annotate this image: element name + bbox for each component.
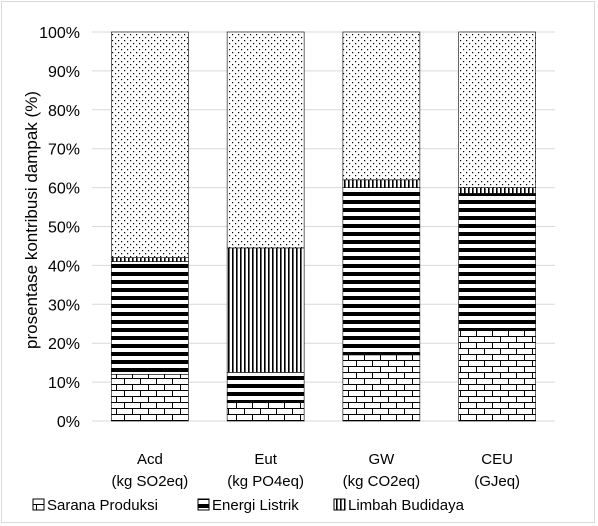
x-category-label: CEU bbox=[481, 451, 513, 468]
y-tick-label: 80% bbox=[48, 103, 80, 120]
bars bbox=[111, 31, 536, 422]
y-tick-label: 100% bbox=[39, 25, 80, 42]
bar-segment bbox=[458, 329, 536, 422]
x-category-unit: (kg CO2eq) bbox=[343, 473, 421, 490]
x-category-label: Eut bbox=[254, 451, 277, 468]
bar-segment bbox=[342, 354, 421, 422]
x-category-unit: (GJeq) bbox=[474, 473, 520, 490]
legend: Sarana Produksi Energi Listrik Limbah Budi… bbox=[32, 497, 465, 514]
y-tick-label: 10% bbox=[48, 375, 80, 392]
legend-label: Energi Listrik bbox=[212, 497, 299, 514]
y-tick-label: 60% bbox=[48, 181, 80, 198]
bar-segment bbox=[226, 247, 305, 373]
y-tick-label: 20% bbox=[48, 336, 80, 353]
x-category-label: GW bbox=[368, 451, 395, 468]
bar-segment bbox=[226, 372, 305, 402]
y-tick-label: 30% bbox=[48, 297, 80, 314]
bar-segment bbox=[342, 31, 421, 181]
legend-swatch bbox=[197, 498, 210, 511]
y-tick-label: 40% bbox=[48, 258, 80, 275]
legend-swatch bbox=[333, 498, 346, 511]
bar-segment bbox=[342, 179, 421, 188]
bar-segment bbox=[226, 31, 305, 249]
bar-segment bbox=[458, 193, 536, 330]
bar-segment bbox=[111, 261, 189, 375]
y-tick-label: 90% bbox=[48, 64, 80, 81]
x-category-label: Acd bbox=[137, 451, 163, 468]
bar-segment bbox=[458, 187, 536, 194]
legend-label: Limbah Budidaya bbox=[348, 497, 465, 514]
x-category-labels: Acd (kg SO2eq) Eut (kg PO4eq) GW (kg CO2eq) CE… bbox=[112, 451, 521, 490]
bar-segment bbox=[111, 31, 189, 258]
y-tick-label: 50% bbox=[48, 220, 80, 237]
bar-segment bbox=[111, 374, 189, 422]
y-tick-label: 0% bbox=[57, 414, 80, 431]
x-category-unit: (kg PO4eq) bbox=[227, 473, 304, 490]
x-category-unit: (kg SO2eq) bbox=[112, 473, 189, 490]
bar-segment bbox=[111, 257, 189, 262]
bar-segment bbox=[226, 401, 305, 422]
bar-segment bbox=[458, 31, 536, 188]
legend-swatch bbox=[32, 498, 45, 511]
y-tick-labels: 0% 10% 20% 30% 40% 50% 60% 70% 80% 90% 100% bbox=[39, 25, 80, 431]
y-axis-title: prosentase kontribusi dampak (%) bbox=[22, 91, 41, 349]
bar-segment bbox=[342, 187, 421, 356]
y-tick-label: 70% bbox=[48, 142, 80, 159]
legend-label: Sarana Produksi bbox=[47, 497, 158, 514]
